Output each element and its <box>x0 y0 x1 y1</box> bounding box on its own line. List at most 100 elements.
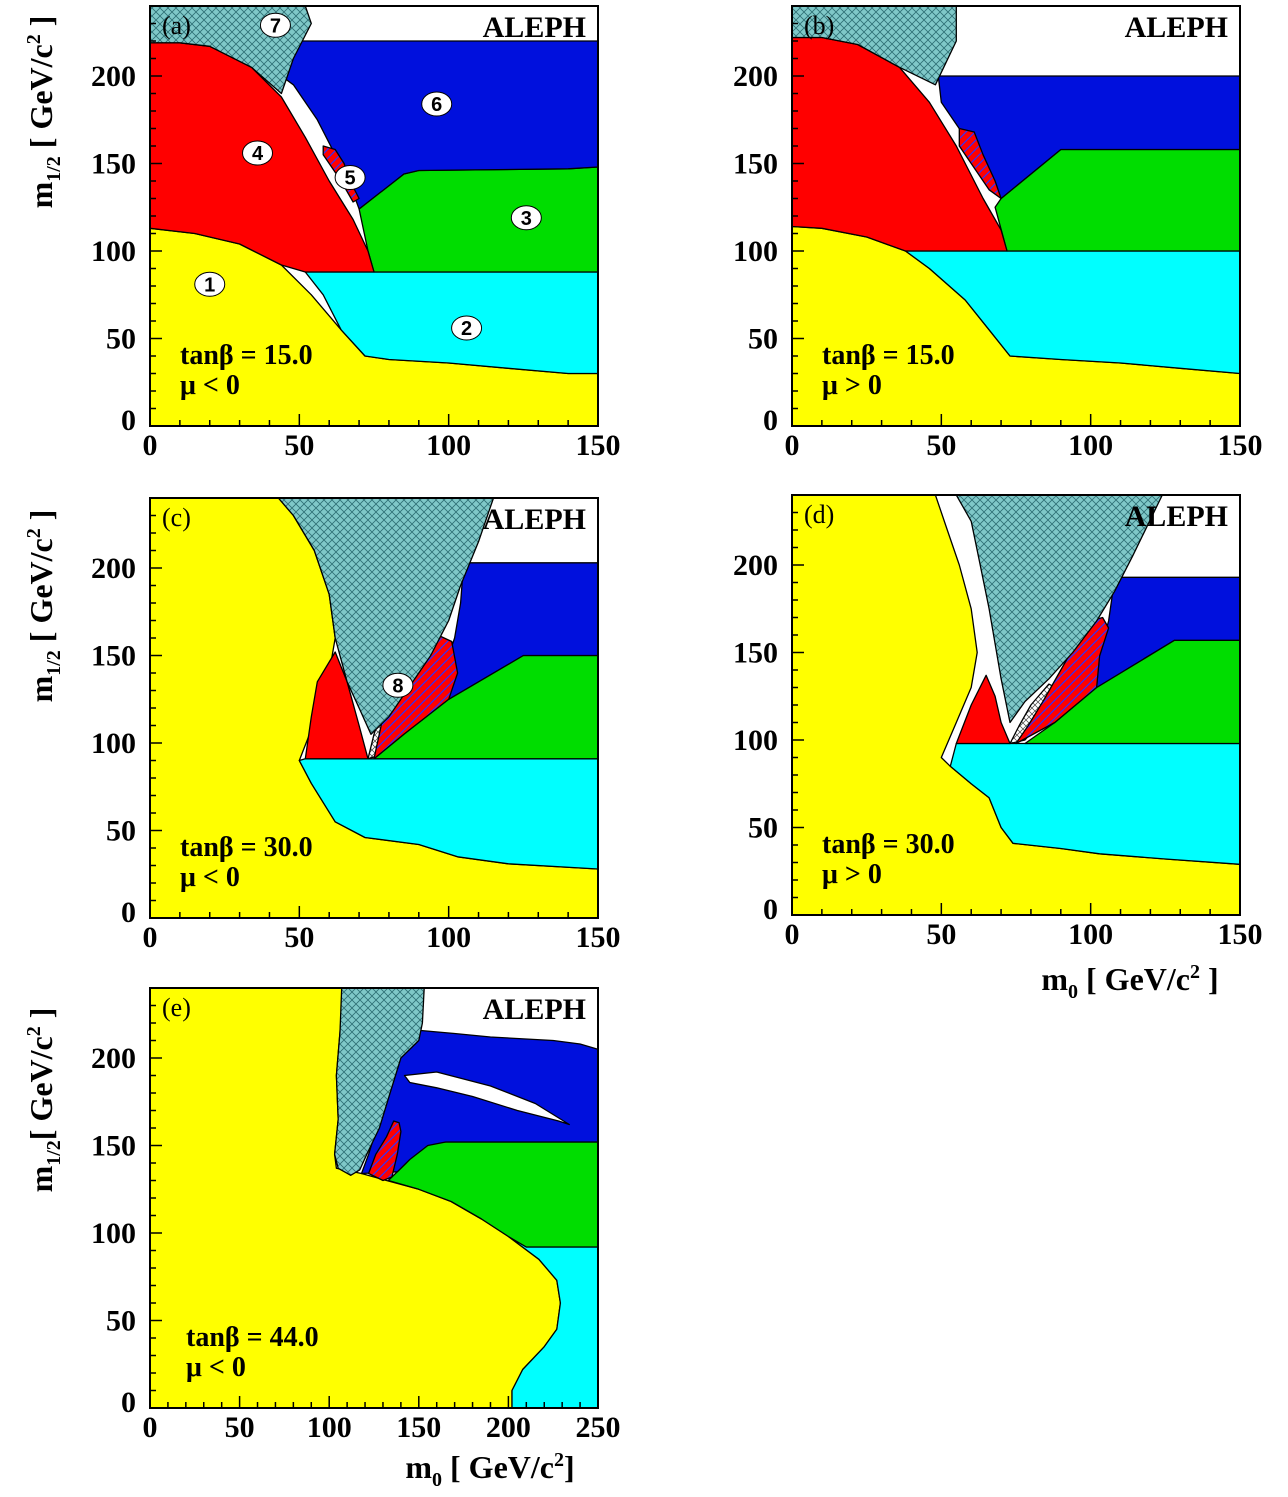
x-tick-label: 150 <box>576 429 621 462</box>
svg-text:1: 1 <box>204 274 215 296</box>
xlabel-e: m0 [ GeV/c2] <box>405 1449 574 1491</box>
x-tick-label: 50 <box>225 1411 255 1444</box>
region-number: 2 <box>451 315 483 341</box>
y-tick-label: 50 <box>748 323 778 356</box>
region-hatch-teal <box>955 495 1163 724</box>
regions <box>792 495 1240 915</box>
panel-c: 0 50 100 150 0 50 100 150 200 (c) ALEPH tanβ = 30.0… <box>91 497 621 954</box>
y-tick-label: 0 <box>763 893 778 926</box>
y-tick-label: 100 <box>91 727 136 760</box>
region-number: 7 <box>259 12 291 38</box>
region-number: 8 <box>382 672 414 698</box>
y-tick-label: 150 <box>91 640 136 673</box>
experiment-label: ALEPH <box>1125 11 1228 44</box>
x-tick-label: 0 <box>143 921 158 954</box>
x-tick-label: 100 <box>426 429 471 462</box>
x-tick-label: 200 <box>486 1411 531 1444</box>
region-white <box>403 1071 570 1126</box>
x-tick-label: 250 <box>576 1411 621 1444</box>
region-number: 6 <box>421 91 453 117</box>
region-green <box>358 166 598 273</box>
y-tick-label: 50 <box>106 815 136 848</box>
y-tick-label: 150 <box>733 148 778 181</box>
region-number: 4 <box>242 140 274 166</box>
region-red <box>304 651 369 760</box>
x-tick-label: 150 <box>576 921 621 954</box>
experiment-label: ALEPH <box>483 11 586 44</box>
x-tick-label: 100 <box>426 921 471 954</box>
svg-text:3: 3 <box>521 208 532 230</box>
panel-label: (a) <box>162 11 191 40</box>
param-text: μ > 0 <box>822 370 882 401</box>
x-tick-label: 150 <box>1218 429 1263 462</box>
y-tick-label: 200 <box>91 552 136 585</box>
y-tick-label: 50 <box>748 812 778 845</box>
region-hatch-teal <box>277 498 495 735</box>
panel-a: 0 50 100 150 0 50 100 150 200 (a) ALEPH tanβ = 15.0… <box>91 5 621 462</box>
svg-text:2: 2 <box>461 318 472 340</box>
y-tick-label: 100 <box>91 235 136 268</box>
x-tick-label: 0 <box>143 429 158 462</box>
x-tick-label: 150 <box>396 1411 441 1444</box>
y-tick-label: 100 <box>733 235 778 268</box>
panel-d: 0 50 100 150 0 50 100 150 200 (d) ALEPH tanβ = 30.0… <box>733 494 1263 951</box>
param-text: tanβ = 15.0 <box>822 340 955 371</box>
y-tick-label: 100 <box>733 724 778 757</box>
y-tick-label: 200 <box>91 60 136 93</box>
regions <box>792 6 1240 426</box>
x-tick-label: 150 <box>1218 918 1263 951</box>
y-tick-label: 0 <box>121 1386 136 1419</box>
y-tick-label: 0 <box>121 896 136 929</box>
y-tick-label: 0 <box>763 404 778 437</box>
x-tick-label: 50 <box>926 429 956 462</box>
ylabel-e: m1/2[ GeV/c2 ] <box>23 1008 65 1193</box>
y-tick-label: 150 <box>91 1130 136 1163</box>
x-tick-label: 0 <box>785 429 800 462</box>
x-tick-label: 0 <box>785 918 800 951</box>
region-cyan <box>304 271 598 375</box>
param-text: μ > 0 <box>822 859 882 890</box>
region-cyan <box>507 1235 598 1408</box>
region-hatch-teal <box>333 988 425 1176</box>
panel-e: 0 50 100 150 200 250 0 50 100 150 200 (e) ALEPH tanβ … <box>91 987 621 1444</box>
ticks <box>791 5 1241 427</box>
regions <box>150 6 598 426</box>
x-tick-label: 0 <box>143 1411 158 1444</box>
y-tick-label: 200 <box>733 60 778 93</box>
x-tick-label: 50 <box>926 918 956 951</box>
y-tick-label: 150 <box>91 148 136 181</box>
region-hatch-teal <box>792 6 957 86</box>
region-cyan <box>949 742 1240 865</box>
param-text: μ < 0 <box>180 862 240 893</box>
panel-label: (d) <box>804 500 834 529</box>
ylabel-a: m1/2 [ GeV/c2 ] <box>23 16 65 209</box>
param-text: tanβ = 15.0 <box>180 340 313 371</box>
panel-label: (b) <box>804 11 834 40</box>
experiment-label: ALEPH <box>1125 500 1228 533</box>
panel-label: (c) <box>162 503 191 532</box>
svg-text:8: 8 <box>392 675 403 697</box>
region-number: 3 <box>510 205 542 231</box>
ticks <box>791 494 1241 916</box>
ticks <box>149 5 599 427</box>
svg-text:6: 6 <box>431 94 442 116</box>
x-tick-label: 100 <box>1068 918 1113 951</box>
y-tick-label: 150 <box>733 637 778 670</box>
y-tick-label: 200 <box>733 549 778 582</box>
svg-text:4: 4 <box>252 143 264 165</box>
ylabel-c: m1/2 [ GeV/c2 ] <box>23 510 65 703</box>
panel-label: (e) <box>162 993 191 1022</box>
param-text: tanβ = 30.0 <box>180 832 313 863</box>
xlabel-d: m0 [ GeV/c2 ] <box>1041 961 1218 1003</box>
y-tick-label: 0 <box>121 404 136 437</box>
x-tick-label: 50 <box>284 921 314 954</box>
x-tick-label: 50 <box>284 429 314 462</box>
regions <box>150 988 598 1408</box>
region-number: 1 <box>194 271 226 297</box>
experiment-label: ALEPH <box>483 503 586 536</box>
ticks <box>149 497 599 919</box>
experiment-label: ALEPH <box>483 993 586 1026</box>
y-tick-label: 100 <box>91 1217 136 1250</box>
